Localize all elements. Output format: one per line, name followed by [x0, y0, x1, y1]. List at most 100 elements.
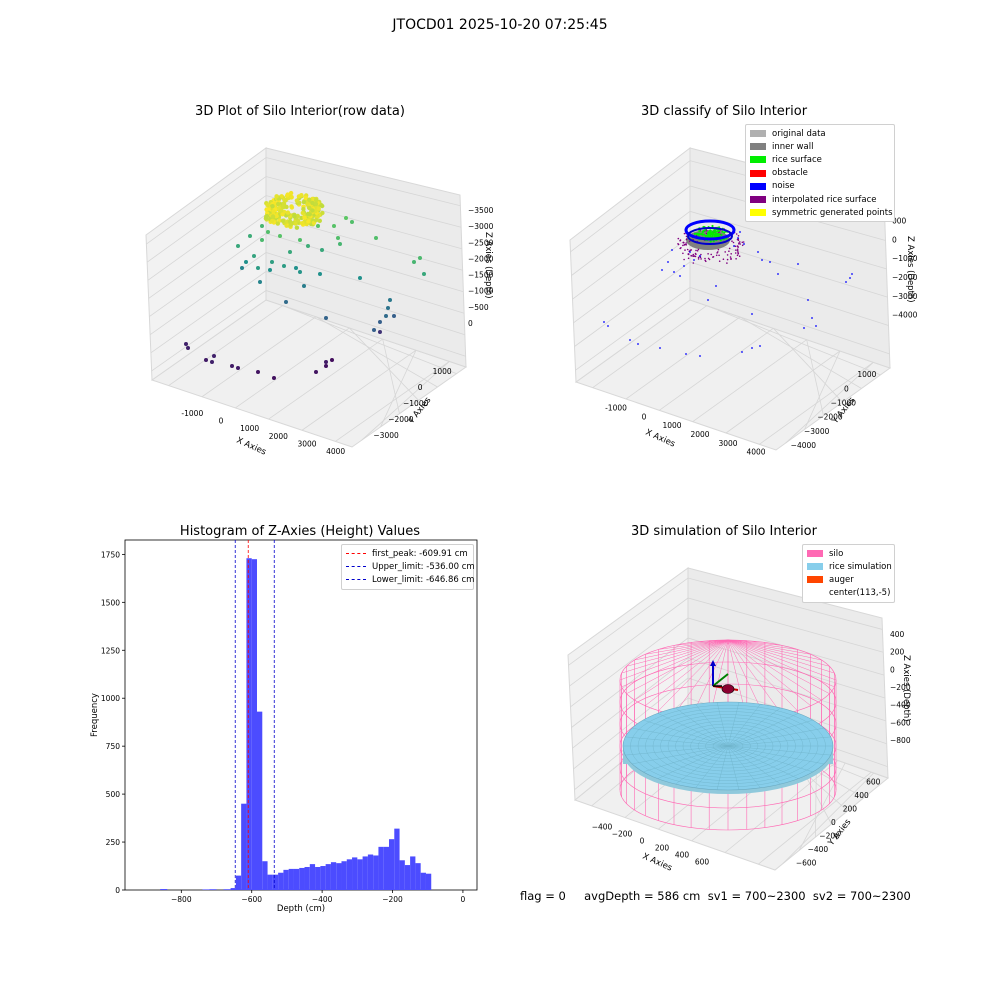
gridline — [147, 195, 462, 281]
data-point — [693, 259, 695, 261]
legend-label: noise — [772, 181, 795, 192]
data-point — [270, 204, 275, 209]
p3-legend: first_peak: -609.91 cm Upper_limit: -536… — [341, 544, 475, 590]
silo-wire — [727, 639, 783, 715]
y-tick-label: −2000 — [388, 415, 414, 424]
histogram-bar — [283, 869, 289, 890]
data-point — [711, 235, 714, 238]
data-point — [738, 255, 741, 257]
data-point — [731, 240, 733, 242]
gridline — [146, 157, 461, 245]
data-point — [264, 213, 270, 219]
gridline — [773, 328, 843, 403]
data-point — [244, 260, 248, 264]
data-point — [730, 253, 732, 255]
data-point — [685, 353, 687, 355]
data-point — [680, 247, 682, 249]
data-point — [815, 325, 817, 327]
legend-label: interpolated rice surface — [772, 194, 877, 205]
legend-swatch — [750, 156, 766, 164]
legend-swatch — [750, 169, 766, 177]
y-tick-label: 250 — [106, 838, 121, 847]
p4-ticks: −400−20002004006006004002000−200−400−600… — [592, 630, 911, 867]
x-tick-label: −200 — [612, 830, 633, 839]
data-point — [711, 224, 714, 228]
z-tick-label: −3000 — [468, 222, 494, 231]
rice-mesh — [727, 745, 761, 788]
data-point — [310, 200, 315, 206]
rice-mesh — [625, 736, 729, 747]
gridline — [361, 361, 450, 441]
z-tick-label: −2000 — [468, 254, 494, 263]
data-point — [739, 241, 741, 243]
histogram-bar — [288, 868, 294, 890]
data-point — [683, 244, 686, 246]
data-point — [293, 221, 298, 226]
rice-mesh — [727, 745, 831, 756]
histogram-bar — [309, 864, 316, 890]
data-point — [694, 252, 697, 255]
rice-mesh — [727, 745, 813, 773]
silo-wire — [727, 639, 830, 667]
legend-label: center(113,-5) — [829, 588, 891, 599]
y-tick-label: −2000 — [817, 413, 843, 422]
p4-zlabel: Z Axies (Depth) — [901, 655, 911, 722]
legend-label: inner wall — [772, 141, 814, 152]
gridline — [235, 327, 350, 409]
gridline — [151, 290, 466, 372]
legend-item: symmetric generated points — [750, 206, 893, 219]
rice-mesh — [695, 704, 729, 747]
rice-mesh — [695, 745, 729, 788]
data-point — [690, 254, 692, 257]
data-point — [759, 345, 761, 347]
data-point — [719, 239, 722, 242]
p1-gridlines — [146, 157, 466, 442]
data-point — [283, 198, 288, 203]
gridline — [592, 305, 707, 388]
x-tick-label: 400 — [675, 851, 690, 860]
histogram-bar — [357, 859, 363, 890]
legend-line — [346, 553, 366, 555]
z-tick-label: −4000 — [892, 311, 918, 320]
data-point — [737, 246, 739, 248]
p4-auger — [710, 660, 739, 694]
legend-swatch — [750, 130, 766, 138]
z-tick-label: −3500 — [468, 206, 494, 215]
data-point — [735, 249, 737, 251]
data-point — [728, 247, 731, 250]
z-tick-label: −200 — [890, 683, 911, 692]
gridline — [382, 338, 400, 414]
x-tick-label: 0 — [461, 895, 466, 904]
rice-mesh — [632, 727, 729, 747]
histogram-bar — [404, 865, 411, 890]
data-point — [692, 262, 695, 264]
data-point — [737, 252, 739, 255]
data-point — [697, 256, 700, 259]
data-point — [690, 249, 693, 251]
y-tick-label: −400 — [808, 845, 829, 854]
x-tick-label: 1000 — [240, 424, 259, 433]
panel1-title: 3D Plot of Silo Interior(row data) — [195, 104, 405, 119]
data-point — [313, 201, 319, 207]
histogram-bar — [246, 558, 252, 890]
data-point — [701, 233, 704, 236]
histogram-bar — [425, 873, 432, 890]
data-point — [320, 203, 325, 209]
data-point — [742, 241, 745, 243]
data-point — [686, 248, 689, 251]
legend-label: Lower_limit: -646.86 cm — [372, 574, 475, 585]
data-point — [637, 343, 639, 345]
histogram-bar — [362, 856, 368, 890]
gridline — [739, 316, 862, 389]
histogram-bar — [341, 861, 347, 890]
p2-ticks: -1000 0 1000 2000 3000 4000 1000 0 −1000 −2000 −30… — [605, 216, 917, 456]
legend-label: auger — [829, 574, 854, 585]
data-point — [695, 232, 698, 235]
rice-mesh — [716, 745, 729, 790]
x-tick-label: −800 — [171, 895, 192, 904]
data-point — [240, 266, 244, 270]
legend-item: inner wall — [750, 140, 889, 153]
data-point — [316, 224, 320, 228]
